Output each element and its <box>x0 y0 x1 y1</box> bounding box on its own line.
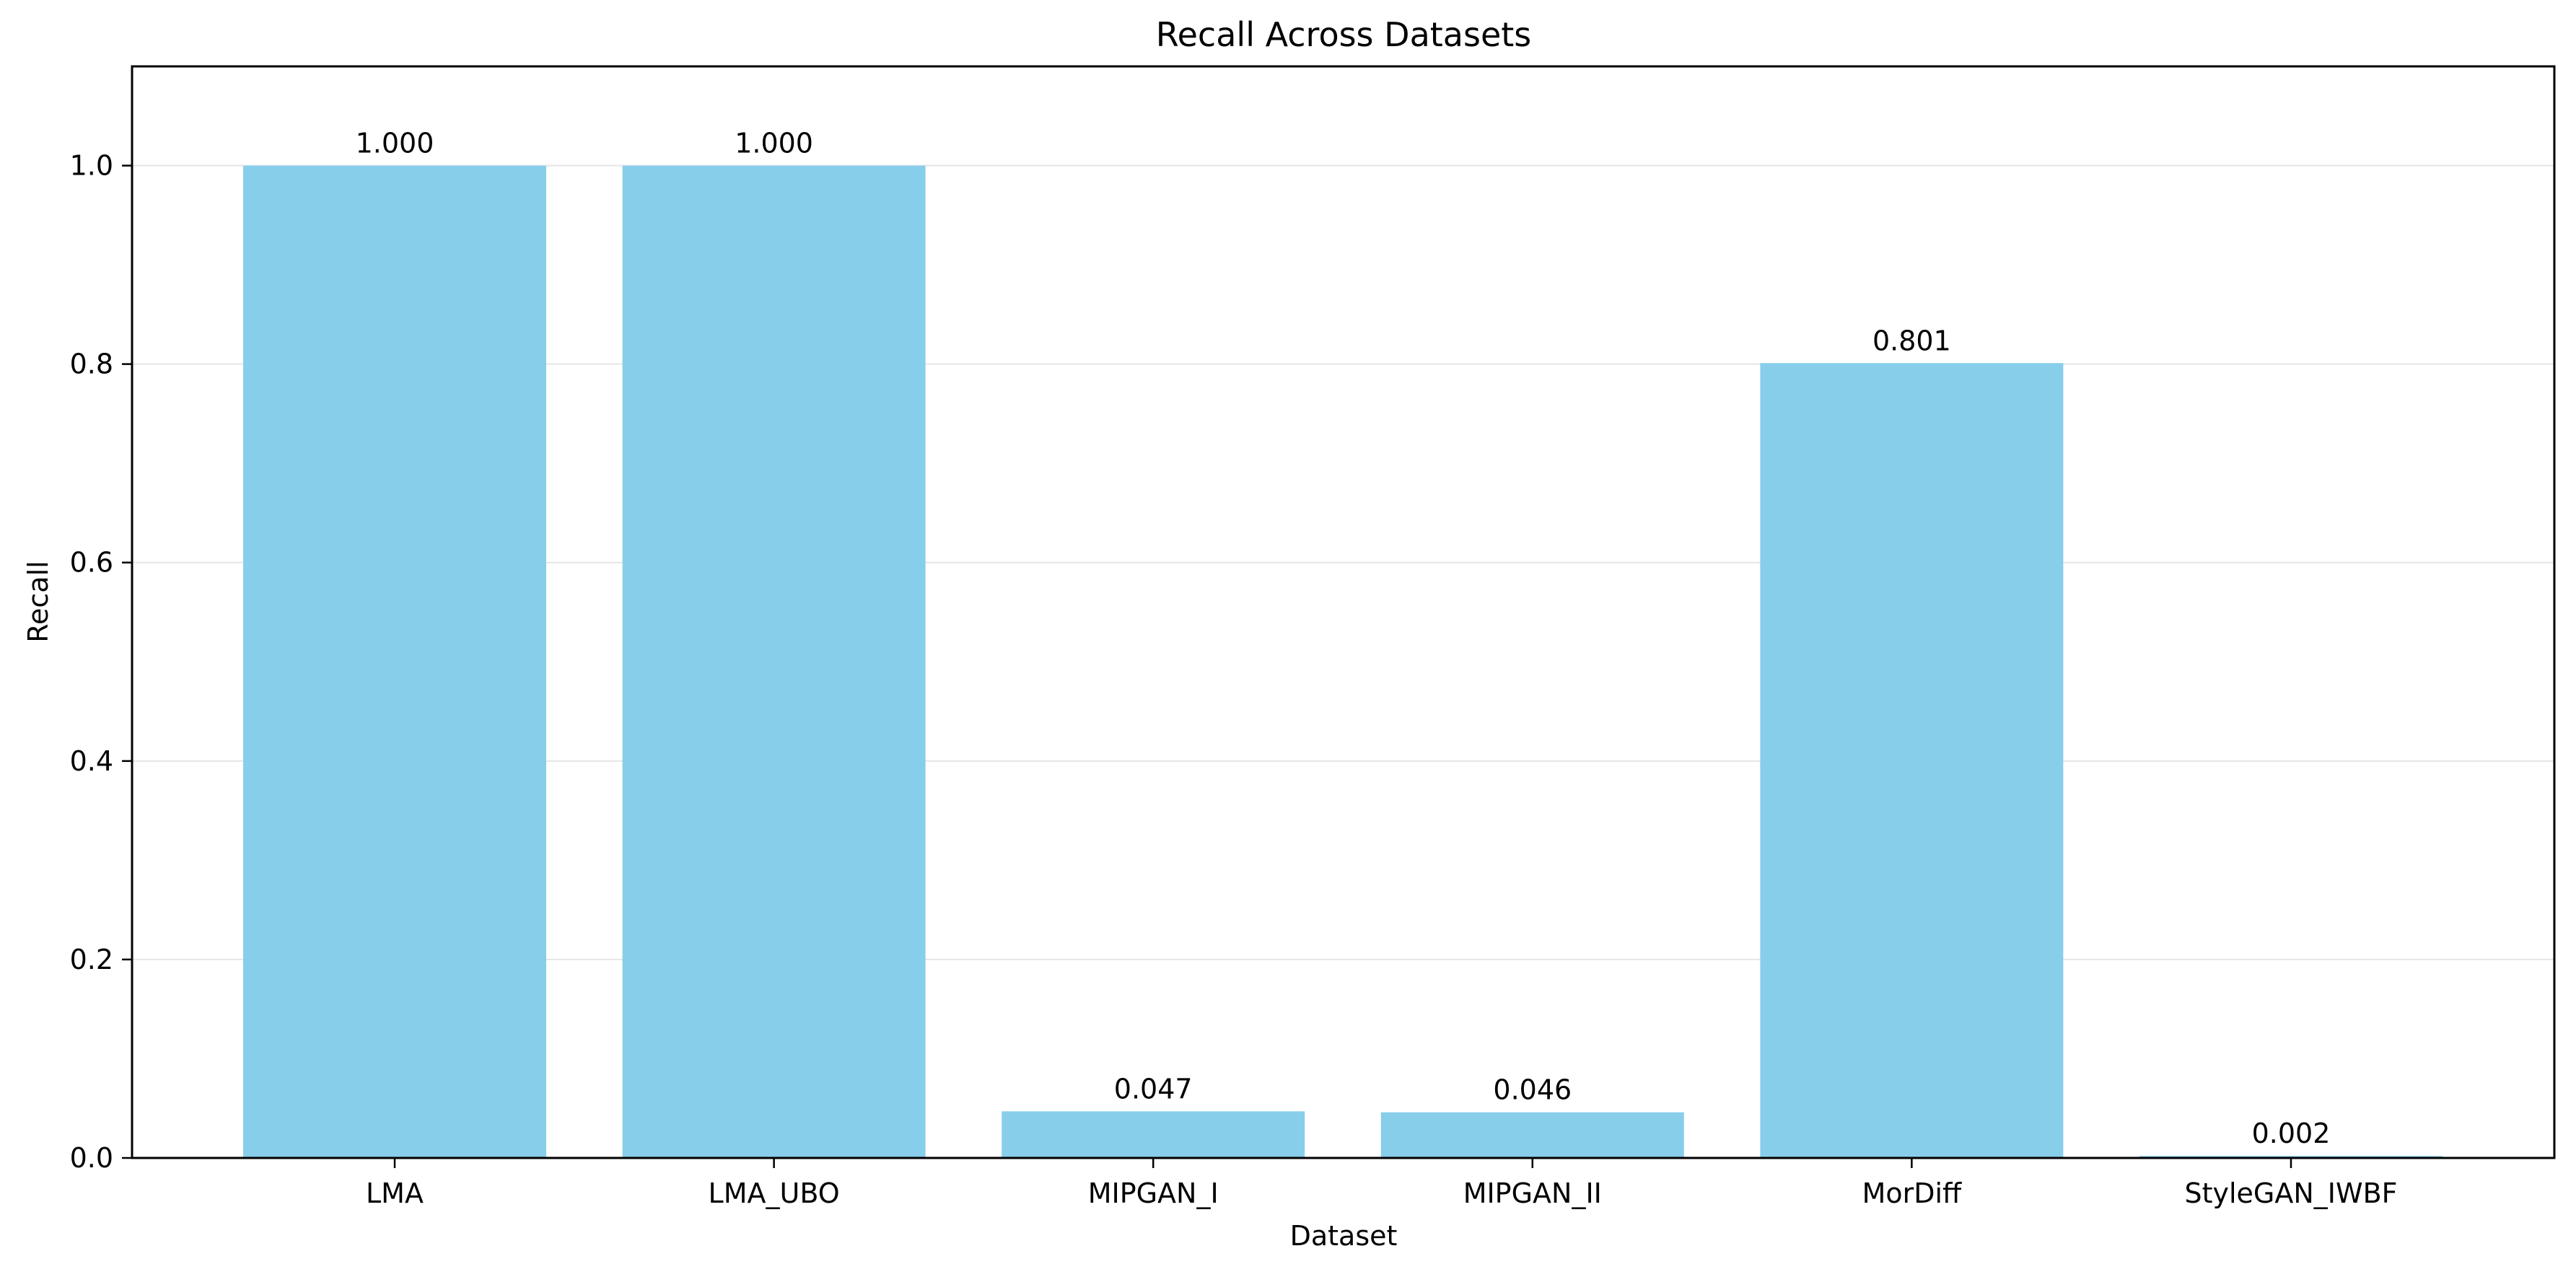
x-tick-label: LMA_UBO <box>709 1177 840 1209</box>
y-tick-label: 0.4 <box>70 745 113 777</box>
data-label: 0.047 <box>1114 1073 1193 1105</box>
data-label: 1.000 <box>735 128 813 159</box>
x-tick-label: StyleGAN_IWBF <box>2184 1177 2397 1209</box>
x-tick-label: MIPGAN_I <box>1088 1177 1219 1209</box>
bars <box>243 165 2443 1159</box>
data-label: 1.000 <box>356 128 434 159</box>
x-axis-ticks: LMA LMA_UBO MIPGAN_I MIPGAN_II MorDiff StyleG… <box>366 1158 2398 1209</box>
bar-value-labels: 1.000 1.000 0.047 0.046 0.801 0.002 <box>356 128 2331 1150</box>
y-axis-label: Recall <box>22 561 54 642</box>
data-label: 0.002 <box>2252 1118 2331 1149</box>
bar-mipgan-ii <box>1380 1112 1684 1158</box>
x-tick-label: MIPGAN_II <box>1463 1177 1602 1209</box>
data-label: 0.046 <box>1493 1074 1572 1106</box>
y-tick-label: 0.6 <box>70 547 113 579</box>
y-tick-label: 1.0 <box>70 150 113 182</box>
y-axis-ticks: 0.0 0.2 0.4 0.6 0.8 1.0 <box>70 150 132 1174</box>
plot-frame <box>131 65 2556 1159</box>
bar-lma-ubo <box>622 165 926 1159</box>
y-tick-label: 0.8 <box>70 348 113 380</box>
y-tick-label: 0.2 <box>70 944 113 975</box>
x-tick-label: MorDiff <box>1862 1177 1962 1209</box>
chart-title: Recall Across Datasets <box>1156 15 1532 54</box>
x-tick-label: LMA <box>366 1177 424 1209</box>
bar-mordiff <box>1760 363 2064 1159</box>
y-tick-label: 0.0 <box>70 1142 113 1174</box>
bar-mipgan-i <box>1002 1111 1305 1158</box>
data-label: 0.801 <box>1872 325 1951 356</box>
x-axis-label: Dataset <box>1290 1220 1398 1252</box>
bar-lma <box>243 165 546 1159</box>
